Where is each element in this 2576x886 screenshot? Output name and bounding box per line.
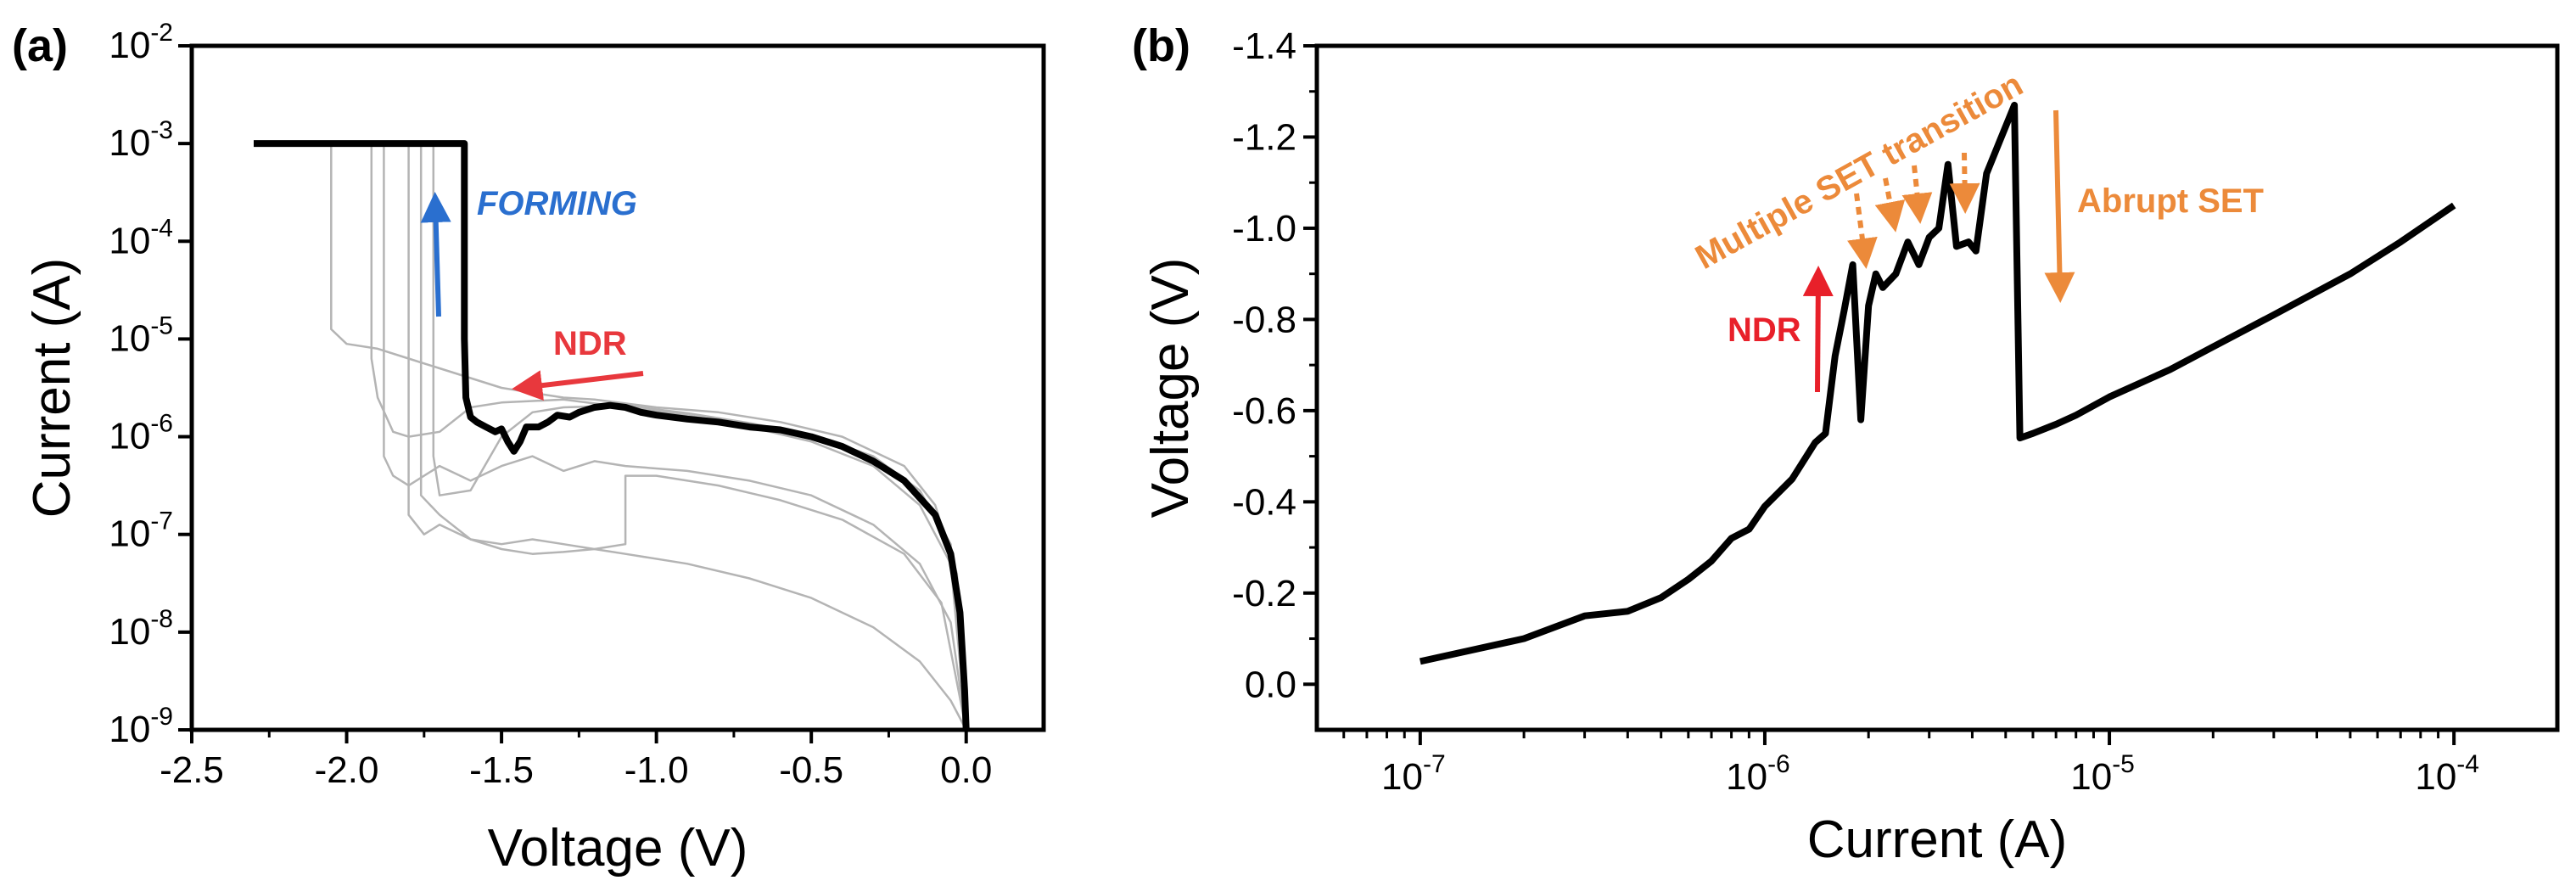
panel-b-x-axis-title: Current (A) xyxy=(1807,810,2068,869)
set-arrow-2 xyxy=(1874,177,1906,233)
panel-b-y-tick-label: -1.4 xyxy=(1232,25,1296,67)
set-arrow-3 xyxy=(1901,165,1933,224)
panel-a-y-tick-label: 10-3 xyxy=(109,116,173,164)
panel-a-y-axis-title: Current (A) xyxy=(23,258,81,519)
multiple-set-arrows xyxy=(1847,152,1980,269)
panel-a: (a) -2.5 -2.0 -1.5 -1.0 -0.5 0.0 10-2 10-3 10-4… xyxy=(12,19,1046,878)
panel-a-series-1 xyxy=(254,142,967,731)
panel-a-x-axis-title: Voltage (V) xyxy=(488,819,748,878)
panel-b-x-tick-label: 10-7 xyxy=(1381,750,1446,798)
panel-a-y-tick-label: 10-6 xyxy=(109,410,173,457)
panel-b-y-ticks: -1.4 -1.2 -1.0 -0.8 -0.6 -0.4 -0.2 0.0 xyxy=(1232,25,1317,705)
ndr-annotation-b: NDR xyxy=(1728,311,1801,349)
panel-a-frame xyxy=(189,43,1046,732)
set-arrow-1 xyxy=(1847,193,1878,269)
panel-b-y-tick-label: -0.6 xyxy=(1232,390,1296,432)
panel-a-series-2 xyxy=(254,142,967,731)
panel-a-x-tick-label: -0.5 xyxy=(779,749,843,791)
ndr-arrow-a xyxy=(512,370,644,401)
panel-a-y-tick-label: 10-7 xyxy=(109,507,173,555)
panel-b-y-tick-label: -0.8 xyxy=(1232,299,1296,340)
panel-a-y-ticks: 10-2 10-3 10-4 10-5 10-6 10-7 10-8 10-9 xyxy=(109,19,192,750)
panel-a-x-tick-label: 0.0 xyxy=(940,749,992,791)
panel-b-y-tick-label: -0.2 xyxy=(1232,573,1296,614)
panel-a-series-6 xyxy=(254,142,967,731)
set-arrow-4 xyxy=(1949,152,1980,214)
panel-b-y-tick-label: -1.0 xyxy=(1232,208,1296,250)
panel-a-x-tick-label: -1.5 xyxy=(469,749,534,791)
forming-annotation: FORMING xyxy=(477,185,637,222)
panel-a-y-tick-label: 10-5 xyxy=(109,311,173,359)
panel-b-series xyxy=(1419,101,2456,665)
panel-b-y-tick-label: -0.4 xyxy=(1232,481,1296,523)
panel-a-x-ticks: -2.5 -2.0 -1.5 -1.0 -0.5 0.0 xyxy=(160,730,992,791)
panel-b-series-0 xyxy=(1419,101,2456,665)
ndr-annotation-a: NDR xyxy=(553,325,627,362)
panel-a-series-4 xyxy=(254,142,967,731)
forming-arrow xyxy=(420,192,451,317)
panel-a-y-tick-label: 10-4 xyxy=(109,214,173,261)
panel-b-y-tick-label: -1.2 xyxy=(1232,116,1296,158)
panel-a-x-tick-label: -2.5 xyxy=(160,749,224,791)
ndr-arrow-b xyxy=(1802,266,1834,393)
panel-b-x-tick-label: 10-6 xyxy=(1726,750,1790,798)
panel-a-series-0 xyxy=(254,140,970,731)
panel-b: (b) 10-7 10-6 10-5 10-4 -1.4 -1.2 -1.0 -0.8 -0.… xyxy=(1132,20,2560,869)
panel-b-y-tick-label: 0.0 xyxy=(1245,664,1296,705)
panel-a-series-3 xyxy=(254,142,967,731)
abrupt-set-arrow xyxy=(2044,109,2075,303)
panel-b-x-tick-label: 10-5 xyxy=(2070,750,2135,798)
panel-a-x-tick-label: -1.0 xyxy=(624,749,689,791)
panel-a-y-tick-label: 10-8 xyxy=(109,605,173,653)
panel-b-x-ticks: 10-7 10-6 10-5 10-4 xyxy=(1342,730,2479,798)
panel-b-label: (b) xyxy=(1132,20,1190,71)
panel-a-y-tick-label: 10-9 xyxy=(109,703,173,750)
panel-a-label: (a) xyxy=(12,20,68,71)
panel-a-y-tick-label: 10-2 xyxy=(109,19,173,66)
panel-a-series-5 xyxy=(254,142,967,731)
panel-a-x-tick-label: -2.0 xyxy=(315,749,379,791)
panel-b-frame xyxy=(1314,43,2560,732)
panel-b-x-tick-label: 10-4 xyxy=(2415,750,2479,798)
panel-b-y-axis-title: Voltage (V) xyxy=(1141,258,1200,519)
abrupt-set-annotation: Abrupt SET xyxy=(2077,182,2264,220)
panel-a-series xyxy=(254,140,970,731)
